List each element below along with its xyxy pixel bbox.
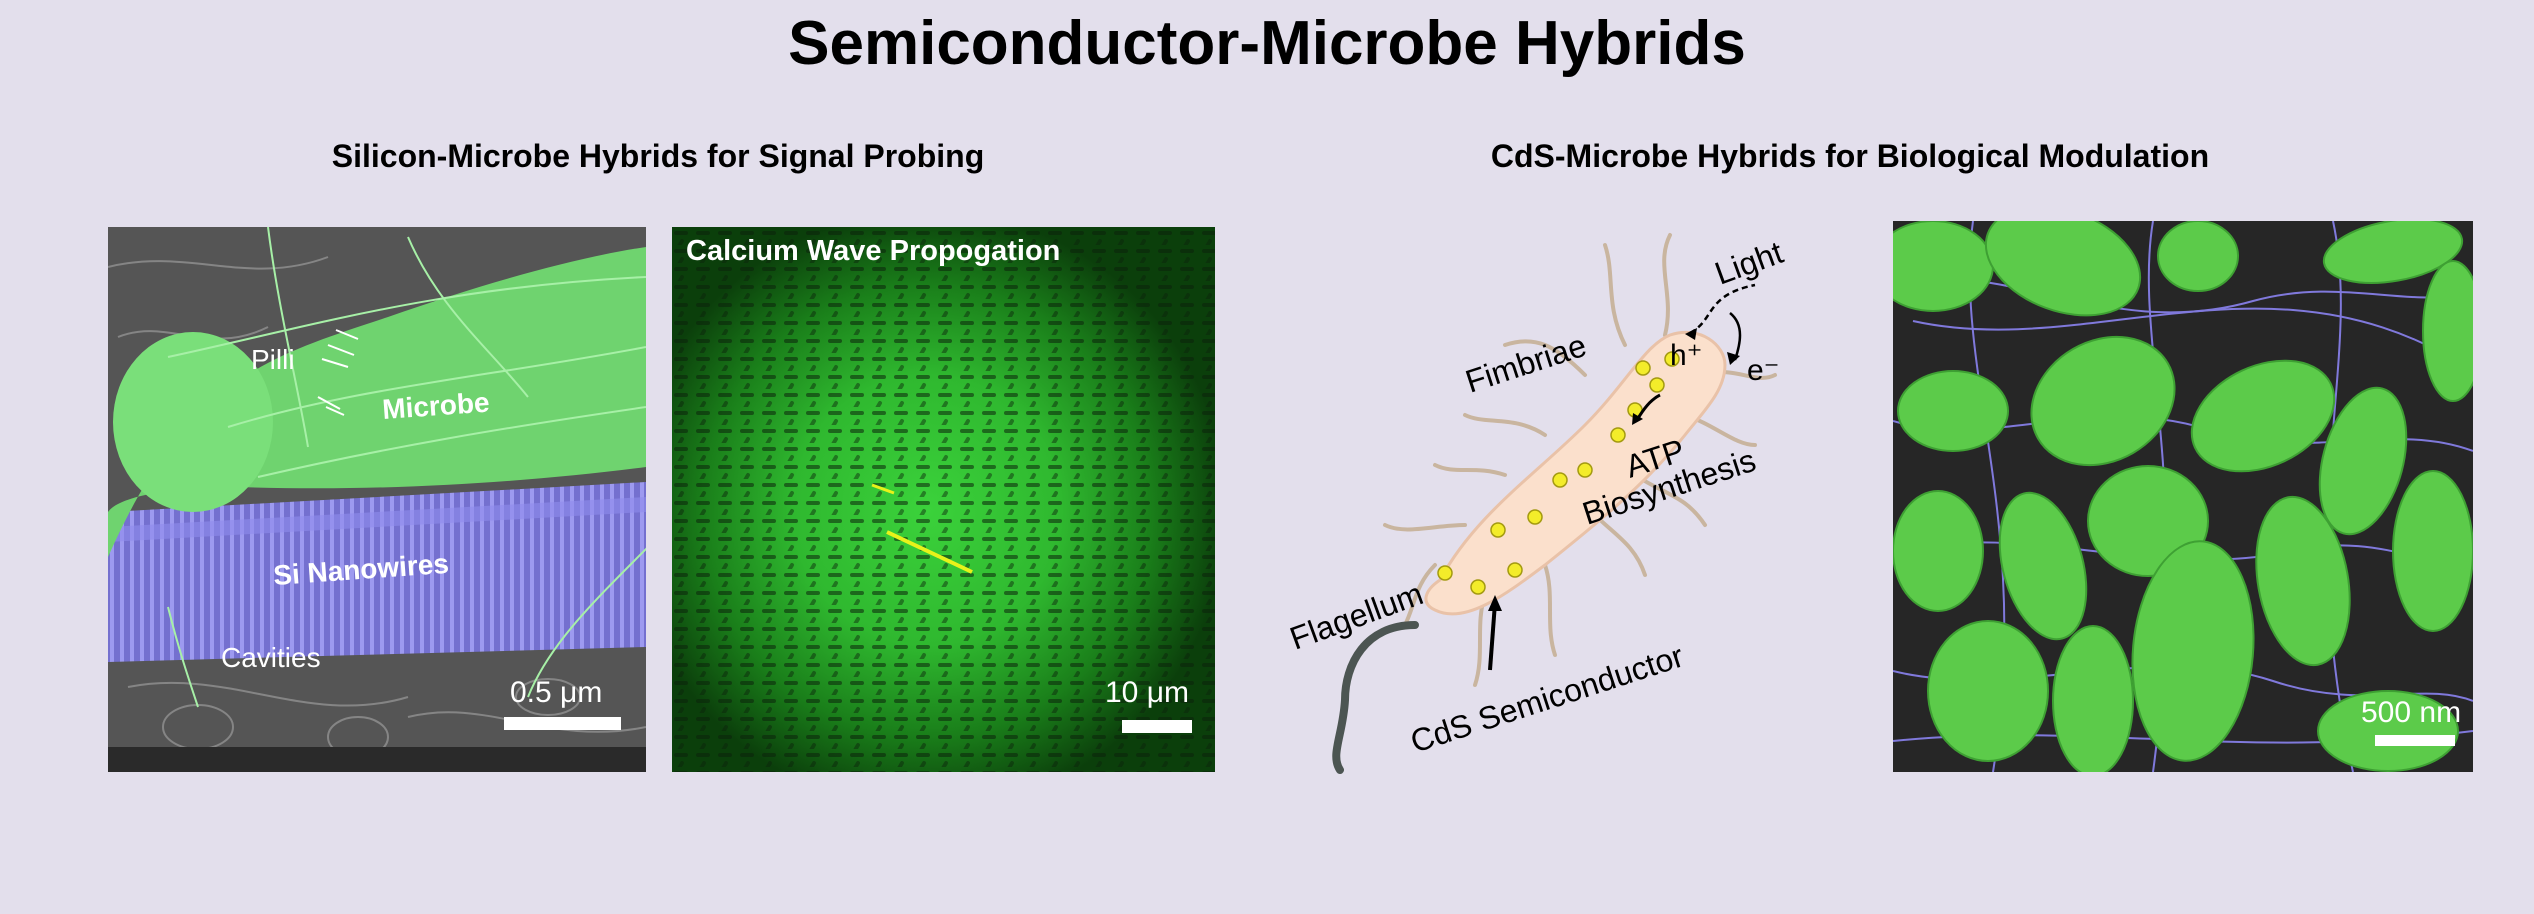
cds-microbe-diagram: Light h⁺ e⁻ Fimbriae ATP Biosynthesis Fl…: [1285, 225, 1805, 775]
microbe-label: Microbe: [381, 387, 490, 425]
cds-sem-scale-label: 500 nm: [2361, 696, 2461, 729]
page-title: Semiconductor-Microbe Hybrids: [788, 9, 1746, 78]
electron-label: e⁻: [1747, 354, 1780, 387]
calcium-scale-bar: [1122, 720, 1192, 733]
scale-bar-label: 0.5 μm: [510, 676, 602, 709]
cds-microbe-sem-image: 500 nm: [1893, 221, 2473, 772]
hole-label: h⁺: [1670, 339, 1703, 372]
cds-semiconductor-label: CdS Semiconductor: [1406, 637, 1688, 759]
left-section-title: Silicon-Microbe Hybrids for Signal Probi…: [331, 138, 985, 174]
pilli-label: Pilli: [251, 344, 295, 375]
light-label: Light: [1710, 234, 1788, 292]
cavities-label: Cavities: [221, 642, 321, 673]
flagellum-label: Flagellum: [1285, 575, 1428, 656]
silicon-microbe-sem-image: Pilli Microbe Si Nanowires Cavities 0.5 …: [108, 227, 646, 772]
fimbriae-label: Fimbriae: [1461, 327, 1591, 400]
right-section-title: CdS-Microbe Hybrids for Biological Modul…: [1490, 138, 2210, 174]
calcium-wave-image: Calcium Wave Propogation 10 μm: [672, 227, 1215, 772]
cds-sem-scale-bar: [2375, 735, 2455, 746]
calcium-panel-title: Calcium Wave Propogation: [686, 235, 1060, 267]
scale-bar: [504, 717, 621, 730]
calcium-scale-label: 10 μm: [1105, 676, 1189, 709]
